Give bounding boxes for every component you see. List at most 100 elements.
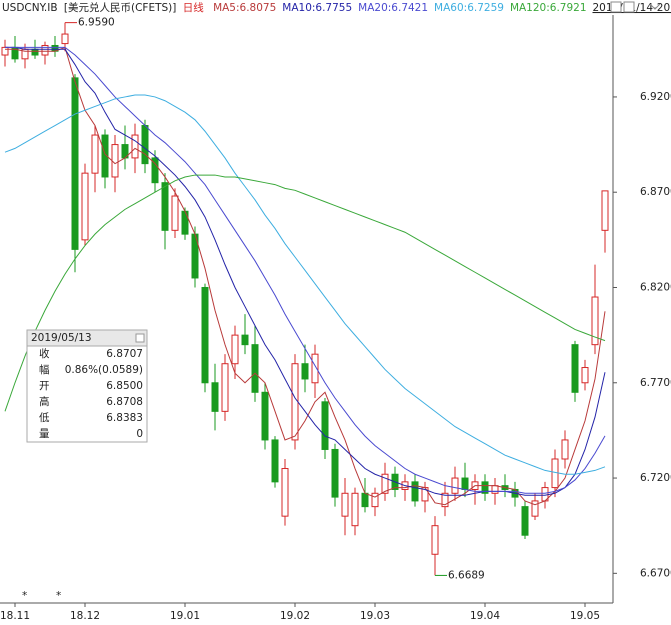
window-icons [610, 1, 661, 13]
candle-body [561, 439, 569, 460]
candle-body [1, 46, 9, 56]
ma-line [5, 46, 606, 506]
candle-body [281, 468, 289, 517]
candle-body [491, 485, 499, 494]
candle-body [101, 134, 109, 178]
info-value: 6.8708 [106, 396, 143, 408]
candle-body [551, 458, 559, 489]
candle-body [31, 48, 39, 56]
candle-body [151, 157, 159, 184]
info-value: 6.8707 [106, 348, 143, 360]
info-value: 6.8383 [106, 412, 143, 424]
legend-entry: MA10:6.7755 [282, 2, 352, 14]
candle-body [221, 363, 229, 412]
info-box-frame [26, 329, 148, 443]
candle-body [601, 190, 609, 231]
candle-body [111, 144, 119, 178]
annotation: 6.6689 [448, 569, 485, 581]
event-marker: * [56, 590, 61, 602]
info-value: 0.86%(0.0589) [65, 364, 143, 376]
candle-body [311, 353, 319, 384]
y-tick-label: 6.8200 [640, 281, 671, 293]
candle-body [531, 500, 539, 517]
candle-body [571, 344, 579, 393]
icon[interactable] [610, 1, 622, 13]
icon[interactable] [623, 1, 635, 13]
candle-body [131, 134, 139, 159]
candle-body [171, 195, 179, 231]
annotation: 6.9590 [78, 17, 115, 29]
x-tick-label: 19.05 [570, 610, 600, 622]
info-label: 幅 [39, 363, 50, 376]
y-tick-label: 6.9200 [640, 91, 671, 103]
candle-body [161, 182, 169, 231]
y-tick-label: 6.8700 [640, 186, 671, 198]
y-tick-label: 6.7200 [640, 472, 671, 484]
chart-header: USDCNY.IB [美元兑人民币(CFETS)] 日线 MA5:6.8075 M… [2, 1, 671, 14]
candle-body [321, 401, 329, 450]
candle-body [61, 33, 69, 45]
info-value: 6.8500 [106, 380, 143, 392]
candle-body [441, 492, 449, 508]
candle-body [271, 439, 279, 483]
info-label: 高 [39, 395, 50, 408]
icon[interactable] [649, 3, 661, 10]
legend-entry: MA20:6.7421 [358, 2, 428, 14]
candle-body [81, 172, 89, 241]
candle-body [201, 286, 209, 384]
info-box-header [26, 329, 148, 347]
candle-body [331, 448, 339, 498]
ma-line [5, 46, 606, 494]
candle-body [451, 477, 459, 494]
candle-body [71, 77, 79, 250]
candle-body [361, 492, 369, 508]
x-tick-label: 19.03 [360, 610, 390, 622]
candle-body [41, 44, 49, 56]
candle-body [431, 525, 439, 555]
candle-body [181, 210, 189, 235]
candle-body [291, 363, 299, 441]
info-value: 0 [136, 428, 143, 440]
candle-body [591, 296, 599, 346]
candle-body [241, 334, 249, 346]
candle-body [211, 382, 219, 412]
info-box: 2019/05/13 收 6.8707 幅 0.86%(0.0589) 开 6.8500 高 6… [26, 329, 148, 443]
x-tick-label: 19.02 [280, 610, 310, 622]
candle-body [341, 492, 349, 517]
instrument-name: [美元兑人民币(CFETS)] [64, 1, 176, 14]
x-tick-label: 19.01 [170, 610, 200, 622]
symbol: USDCNY.IB [2, 2, 58, 14]
y-tick-label: 6.7700 [640, 377, 671, 389]
legend-entry: MA120:6.7921 [510, 2, 587, 14]
y-tick-label: 6.6700 [640, 567, 671, 579]
candle-body [141, 125, 149, 165]
candle-body [231, 334, 239, 365]
candle-body [251, 344, 259, 393]
candle-body [91, 134, 99, 174]
x-tick-label: 18.12 [70, 610, 100, 622]
candle-body [381, 473, 389, 494]
candle-body [581, 367, 589, 384]
x-tick-label: 19.04 [470, 610, 500, 622]
candle-body [411, 481, 419, 502]
info-label: 低 [39, 411, 50, 424]
candle-body [261, 391, 269, 441]
x-tick-label: 18.11 [0, 610, 30, 622]
info-label: 收 [39, 347, 50, 360]
candle-body [481, 481, 489, 494]
info-box-title: 2019/05/13 [31, 332, 92, 344]
legend-entry: MA60:6.7259 [434, 2, 504, 14]
period: 日线 [183, 1, 204, 14]
close-button[interactable] [135, 333, 145, 343]
legend-entry: MA5:6.8075 [213, 2, 276, 14]
ma-line [4, 94, 606, 475]
candle-body [301, 363, 309, 380]
candle-body [351, 492, 359, 527]
candle-body [521, 506, 529, 536]
candle-body [461, 477, 469, 490]
ma-line [4, 174, 606, 412]
info-label: 开 [39, 380, 50, 392]
event-marker: * [22, 590, 27, 602]
